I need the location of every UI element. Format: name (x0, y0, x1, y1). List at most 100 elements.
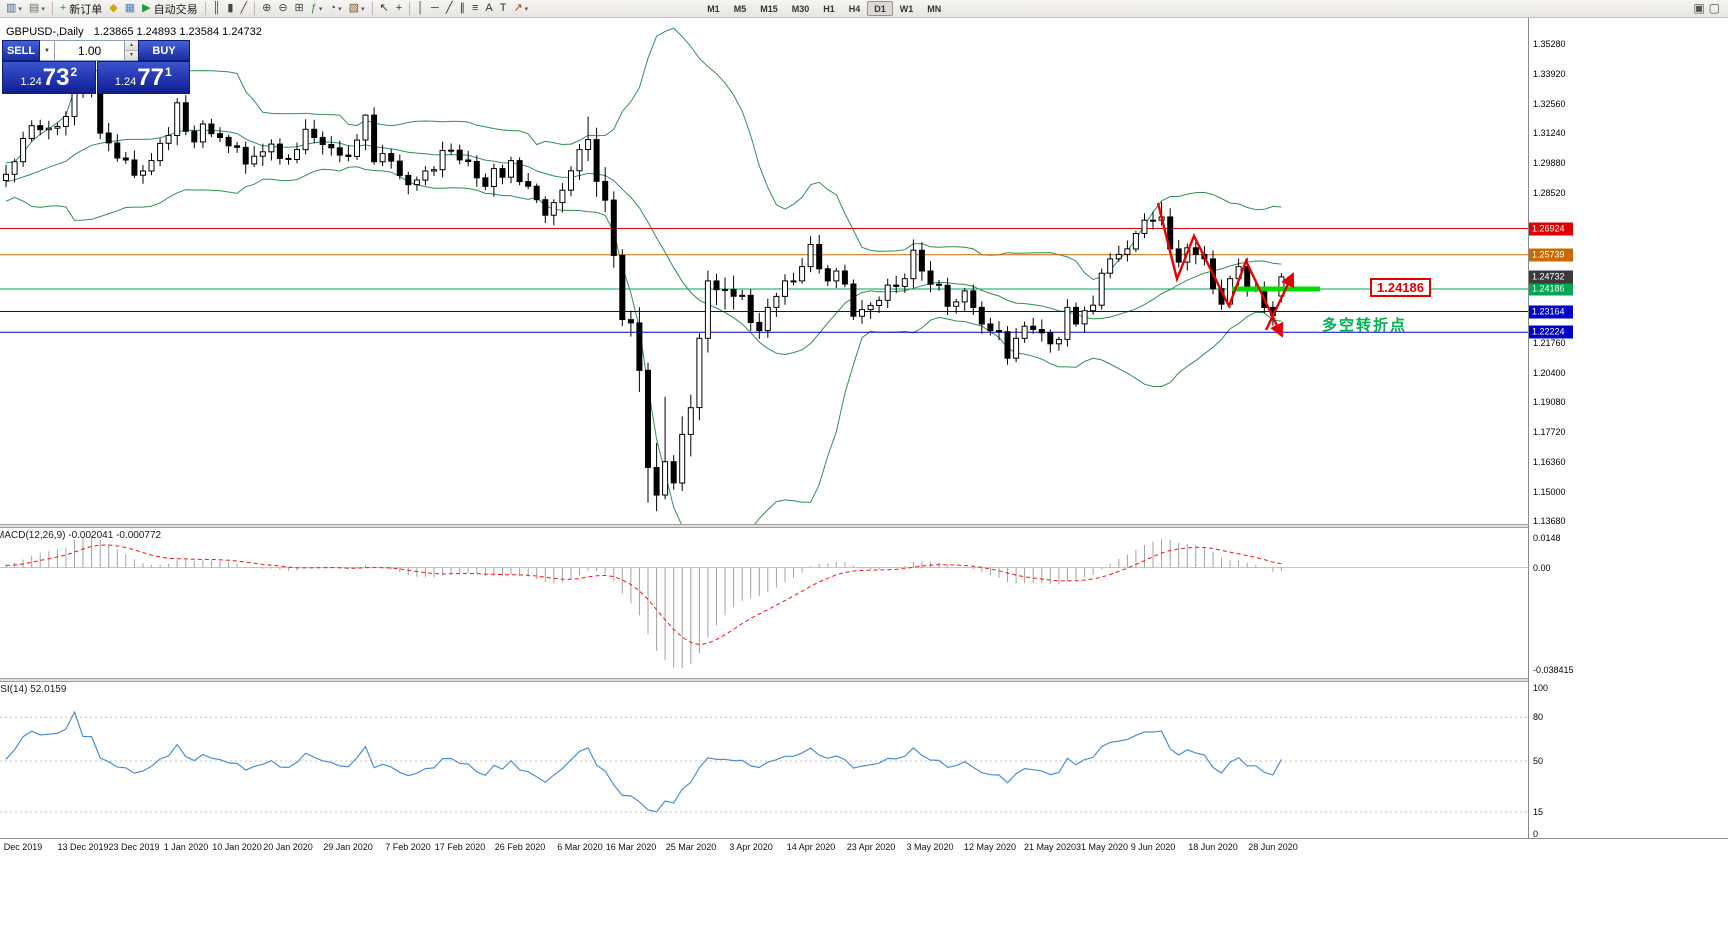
rsi-name: RSI(14) (0, 684, 28, 695)
price-axis-value: 1.13680 (1533, 516, 1566, 526)
arrows-icon-glyph: ↗ (513, 2, 523, 14)
vertical-line-icon-glyph: │ (417, 2, 425, 14)
macd-panel[interactable]: MACD(12,26,9) -0.002041 -0.000772 (0, 528, 1528, 678)
price-level-tag: 1.25739 (1529, 248, 1573, 262)
mql-community-icon[interactable]: ▦ (122, 1, 138, 17)
price-axis-value: 1.32560 (1533, 99, 1566, 109)
zigzag-trend-arrows[interactable] (1156, 202, 1284, 338)
fibonacci-icon[interactable]: ≡ (469, 1, 481, 17)
new-order-glyph: + (59, 2, 67, 14)
new-order-button[interactable]: + 新订单 (57, 1, 105, 17)
toolbar-separator (371, 2, 373, 15)
date-axis-label: 26 Feb 2020 (494, 842, 546, 852)
indicators-icon[interactable]: ƒ ▾ (308, 1, 326, 17)
candlestick-chart-icon-glyph: ▮ (227, 2, 234, 14)
mql-community-icon-glyph: ▦ (124, 2, 136, 14)
rsi-value: 52.0159 (30, 684, 67, 695)
tile-windows-icon[interactable]: ⊞ (292, 1, 307, 17)
date-axis-label: 7 Feb 2020 (385, 842, 431, 852)
timeframe-m15-button[interactable]: M15 (760, 4, 778, 14)
timeframe-w1-button[interactable]: W1 (899, 4, 914, 14)
macd-axis-top: 0.0148 (1533, 533, 1561, 543)
macd-axis-bottom: -0.038415 (1533, 665, 1574, 675)
tile-windows-icon-glyph: ⊞ (294, 2, 304, 14)
price-axis-value: 1.21760 (1533, 338, 1566, 348)
price-axis-value: 1.33920 (1533, 69, 1566, 79)
buy-price-big: 77 (137, 63, 164, 91)
timeframe-m30-button[interactable]: M30 (791, 4, 810, 14)
bounce-up-arrow[interactable] (1264, 272, 1295, 331)
timeframe-group: M1 M5 M15 M30 H1 H4 D1 W1 MN (700, 1, 948, 16)
price-flag-label[interactable]: 1.24186 (1370, 278, 1431, 297)
panel-splitter[interactable] (0, 678, 1728, 682)
sell-price-display[interactable]: 1.24 73 2 (2, 61, 96, 94)
cursor-icon[interactable]: ↖ (377, 1, 392, 17)
price-axis[interactable]: 1.35280 1.33920 1.32560 1.31240 1.29880 1.285… (1528, 18, 1728, 838)
dropdown-caret-icon: ▾ (41, 5, 45, 13)
zoom-out-icon[interactable]: ⊖ (275, 1, 290, 17)
buy-button[interactable]: BUY (138, 40, 190, 61)
rsi-canvas[interactable] (0, 682, 1528, 838)
macd-signal-line (5, 544, 1282, 646)
timeframe-m1-button[interactable]: M1 (707, 4, 720, 14)
bollinger-lower-band (5, 166, 1282, 524)
autotrading-button[interactable]: ▶ 自动交易 (139, 1, 200, 17)
turning-point-note[interactable]: 多空转折点 (1322, 317, 1408, 334)
price-axis-value: 1.17720 (1533, 427, 1566, 437)
bar-chart-icon-glyph: ║ (212, 2, 221, 14)
vertical-line-icon[interactable]: │ (414, 1, 427, 17)
text-label-icon[interactable]: T (497, 1, 510, 17)
line-chart-icon[interactable]: ╱ (237, 1, 250, 17)
spinner-down-icon[interactable]: ▼ (125, 51, 138, 60)
bar-chart-icon[interactable]: ║ (210, 1, 224, 17)
profiles-icon[interactable]: ▤ ▾ (26, 1, 48, 17)
volume-spinner: ▲ ▼ (125, 40, 138, 61)
date-axis-label: 6 Mar 2020 (557, 842, 603, 852)
current-price-tag: 1.24732 (1529, 270, 1573, 284)
timeframe-d1-button[interactable]: D1 (867, 1, 893, 16)
ohlc-values: 1.23865 1.24893 1.23584 1.24732 (93, 26, 262, 38)
buy-price-display[interactable]: 1.24 77 1 (96, 61, 190, 94)
volume-dropdown[interactable]: ▼ (40, 40, 55, 61)
zoom-in-icon[interactable]: ⊕ (259, 1, 274, 17)
autotrading-glyph: ▶ (142, 2, 151, 14)
candlestick-chart-icon[interactable]: ▮ (224, 1, 236, 17)
date-axis[interactable]: Dec 2019 13 Dec 2019 23 Dec 2019 1 Jan 2020… (0, 840, 1728, 856)
text-icon[interactable]: A (482, 1, 495, 17)
periods-icon[interactable]: ◔ ▾ (326, 1, 344, 17)
timeframe-h4-button[interactable]: H4 (848, 4, 861, 14)
arrows-icon[interactable]: ↗ ▾ (510, 1, 531, 17)
horizontal-line-icon-glyph: ─ (431, 2, 439, 14)
dropdown-caret-icon: ▾ (360, 5, 365, 13)
trendline-icon[interactable]: ╱ (443, 1, 456, 17)
date-axis-label: 9 Jun 2020 (1130, 842, 1176, 852)
panel-splitter[interactable] (0, 524, 1728, 528)
chart-area[interactable]: GBPUSD-,Daily 1.23865 1.24893 1.23584 1.… (0, 18, 1528, 524)
timeframe-m5-button[interactable]: M5 (733, 4, 747, 14)
zoom-in-icon-glyph: ⊕ (262, 2, 272, 14)
spinner-up-icon[interactable]: ▲ (125, 41, 138, 51)
channel-icon[interactable]: ∥ (456, 1, 468, 17)
price-axis-value: 1.29880 (1533, 158, 1566, 168)
dock-window-icon[interactable]: ▣ (1693, 1, 1705, 15)
new-chart-icon[interactable]: ▥ ▾ (3, 1, 25, 17)
metaeditor-icon[interactable]: ◆ (106, 1, 120, 17)
price-chart-canvas[interactable] (0, 18, 1528, 524)
crosshair-icon[interactable]: + (393, 1, 405, 17)
macd-histogram (5, 536, 1282, 668)
toolbar-right-icons: ▣ ▢ (1693, 1, 1725, 16)
metaeditor-icon-glyph: ◆ (109, 2, 118, 14)
timeframe-mn-button[interactable]: MN (927, 4, 942, 14)
timeframe-h1-button[interactable]: H1 (823, 4, 835, 14)
rsi-panel[interactable]: RSI(14) 52.0159 (0, 682, 1528, 838)
volume-input[interactable]: 1.00 (55, 40, 125, 61)
new-window-icon[interactable]: ▢ (1708, 1, 1720, 15)
horizontal-line-icon[interactable]: ─ (428, 1, 442, 17)
macd-canvas[interactable] (0, 528, 1528, 678)
templates-icon[interactable]: ▨ ▾ (346, 1, 368, 17)
toolbar: ▥ ▾ ▤ ▾ + 新订单 ◆ ▦ ▶ 自动交易 ║ ▮ ╱ ⊕ ⊖ ⊞ ƒ ▾ ◔ ▾ ▨ ▾ ↖ + │ ─ ╱ ∥ ≡ A T ↗ ▾ M1… (0, 0, 1728, 18)
periods-icon-glyph: ◔ (329, 2, 337, 14)
rsi-axis-value: 80 (1533, 712, 1544, 722)
sell-button[interactable]: SELL (2, 40, 40, 61)
